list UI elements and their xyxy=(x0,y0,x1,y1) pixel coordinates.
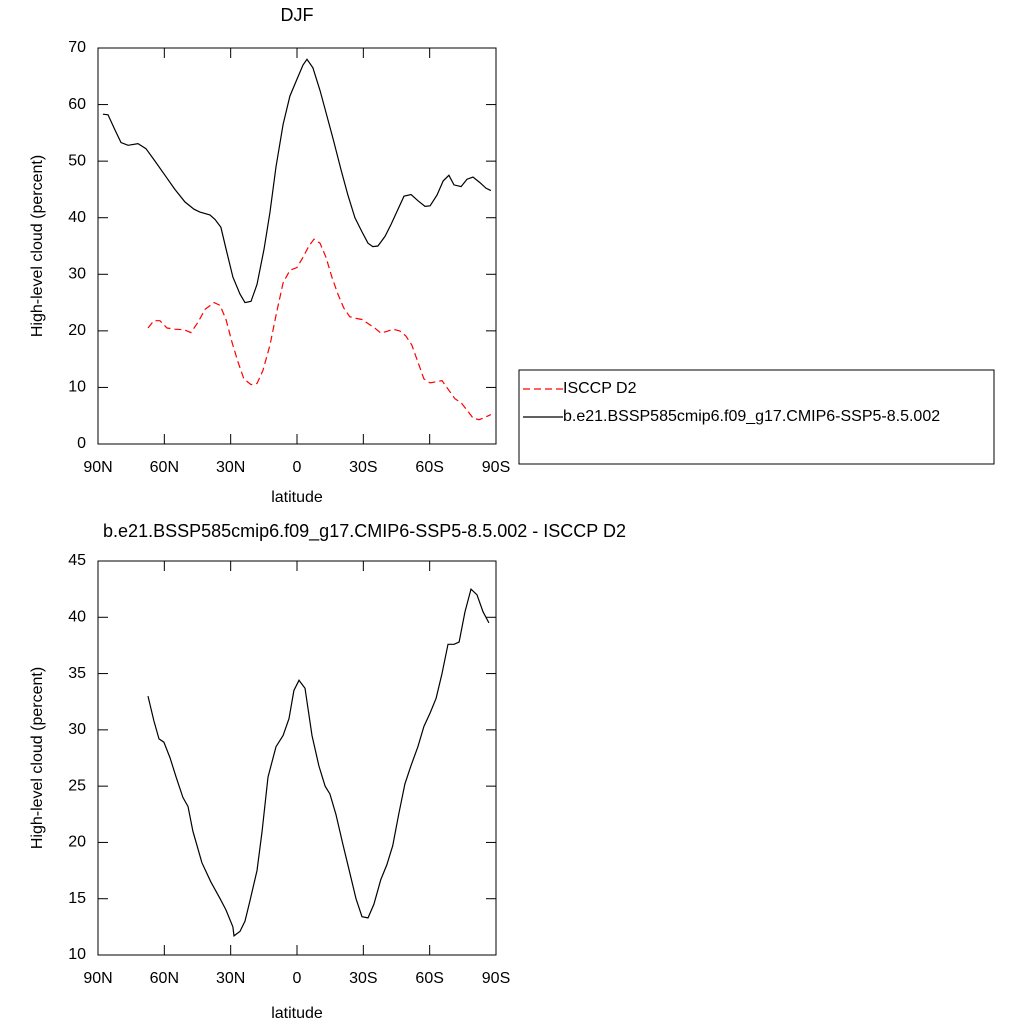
chart-title: DJF xyxy=(281,5,314,25)
x-tick-label: 90N xyxy=(83,459,112,476)
plot-frame xyxy=(97,560,497,956)
y-tick-label: 45 xyxy=(68,552,86,569)
legend-label: b.e21.BSSP585cmip6.f09_g17.CMIP6-SSP5-8.… xyxy=(563,408,940,425)
y-tick-label: 35 xyxy=(68,665,86,682)
x-tick-label: 60S xyxy=(415,459,443,476)
legend-box xyxy=(518,369,995,465)
y-tick-label: 40 xyxy=(68,209,86,226)
x-tick-label: 90N xyxy=(83,970,112,987)
x-tick-label: 60N xyxy=(150,970,179,987)
y-tick-label: 10 xyxy=(68,379,86,396)
data-line xyxy=(147,587,490,938)
y-axis-label: High-level cloud (percent) xyxy=(29,155,46,337)
y-tick-label: 30 xyxy=(68,266,86,283)
plot-frame xyxy=(97,47,497,445)
x-tick-label: 60S xyxy=(415,970,443,987)
y-tick-label: 70 xyxy=(68,39,86,56)
x-tick-label: 30S xyxy=(349,459,377,476)
x-tick-label: 90S xyxy=(482,970,510,987)
x-tick-label: 30N xyxy=(216,459,245,476)
x-axis-label: latitude xyxy=(271,1005,323,1022)
x-tick-label: 30N xyxy=(216,970,245,987)
y-tick-label: 60 xyxy=(68,96,86,113)
y-tick-label: 25 xyxy=(68,777,86,794)
data-line xyxy=(147,238,492,421)
y-tick-label: 10 xyxy=(68,946,86,963)
x-tick-label: 30S xyxy=(349,970,377,987)
y-tick-label: 50 xyxy=(68,152,86,169)
y-tick-label: 40 xyxy=(68,609,86,626)
y-tick-label: 20 xyxy=(68,322,86,339)
data-line xyxy=(102,58,492,304)
x-tick-label: 0 xyxy=(293,459,302,476)
y-axis-label: High-level cloud (percent) xyxy=(29,667,46,849)
x-axis-label: latitude xyxy=(271,489,323,506)
chart-title: b.e21.BSSP585cmip6.f09_g17.CMIP6-SSP5-8.… xyxy=(103,521,626,542)
y-tick-label: 15 xyxy=(68,890,86,907)
y-tick-label: 20 xyxy=(68,834,86,851)
legend-label: ISCCP D2 xyxy=(563,380,637,397)
x-tick-label: 90S xyxy=(482,459,510,476)
y-tick-label: 0 xyxy=(77,435,86,452)
y-tick-label: 30 xyxy=(68,721,86,738)
x-tick-label: 60N xyxy=(150,459,179,476)
x-tick-label: 0 xyxy=(293,970,302,987)
